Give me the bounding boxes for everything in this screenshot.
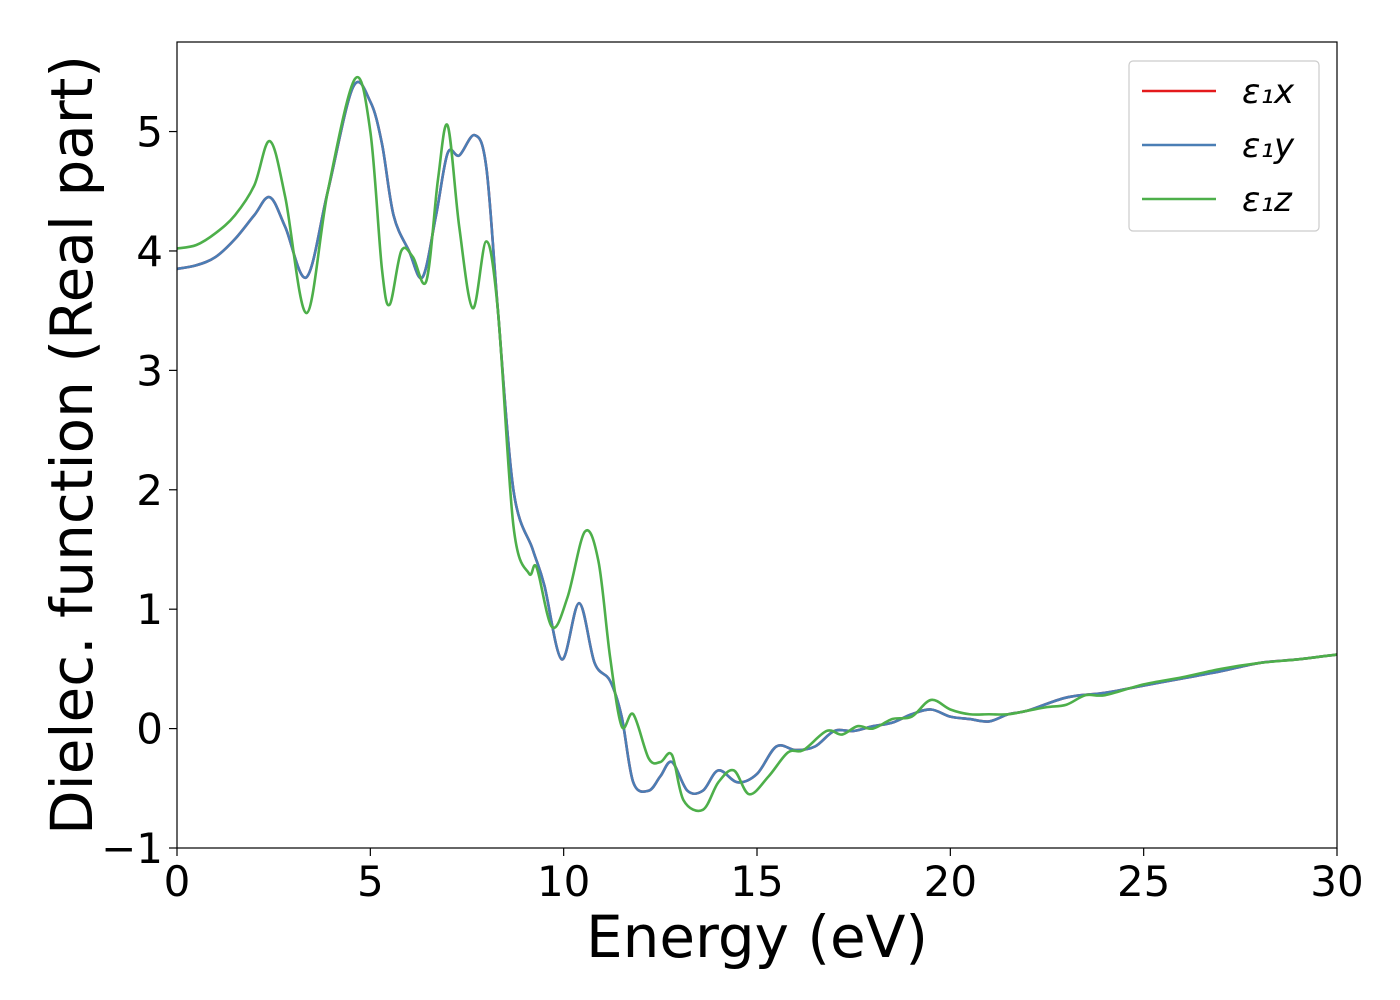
x-axis-label: Energy (eV) (586, 903, 928, 971)
legend-box (1128, 60, 1320, 232)
y-tick-label: 2 (136, 466, 163, 515)
legend: ε₁x ε₁y ε₁z (1128, 60, 1320, 232)
legend-label-1: ε₁x (1242, 72, 1295, 112)
x-tick-label: 25 (1117, 857, 1170, 906)
y-axis-label: Dielec. function (Real part) (38, 55, 106, 835)
y-tick-label: 1 (136, 585, 163, 634)
y-tick-label: 0 (136, 705, 163, 754)
y-tick-label: 3 (136, 346, 163, 395)
legend-label-2: ε₁y (1242, 126, 1295, 166)
y-tick-label: −1 (101, 824, 163, 873)
y-tick-label: 5 (136, 108, 163, 157)
x-tick-label: 30 (1310, 857, 1363, 906)
series-layer (176, 75, 1338, 813)
x-tick-label: 20 (924, 857, 977, 906)
x-tick-label: 0 (164, 857, 191, 906)
series-line-3 (176, 75, 1338, 813)
x-tick-label: 5 (357, 857, 384, 906)
y-tick-label: 4 (136, 227, 163, 276)
legend-label-3: ε₁z (1242, 180, 1293, 220)
x-tick-label: 10 (537, 857, 590, 906)
legend-items: ε₁x ε₁y ε₁z (1142, 72, 1295, 220)
x-tick-label: 15 (730, 857, 783, 906)
